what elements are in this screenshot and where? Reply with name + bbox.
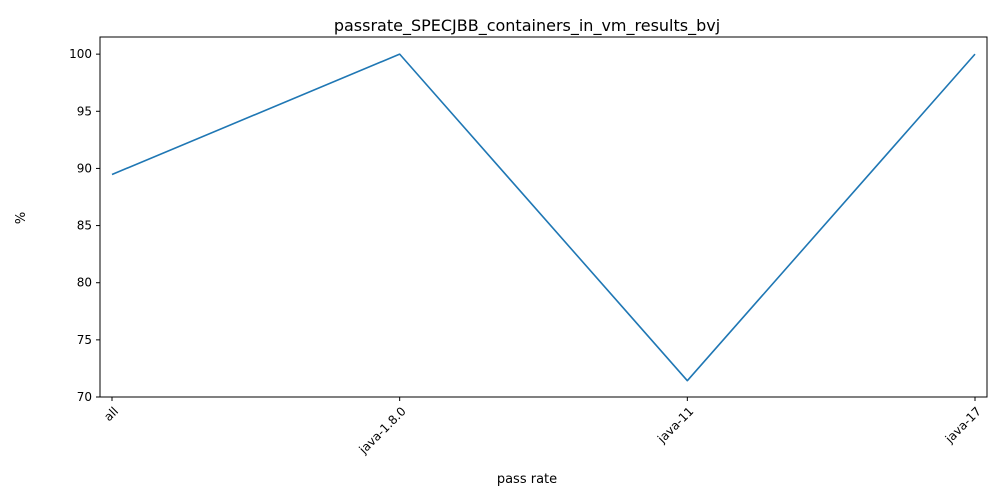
y-tick-label: 90 — [77, 161, 92, 175]
plot-frame — [99, 36, 988, 398]
x-tick-label: java-11 — [654, 404, 696, 446]
x-tick-label: java-1.8.0 — [356, 404, 409, 457]
y-tick-label: 95 — [77, 104, 92, 118]
x-tick-label: all — [101, 404, 121, 424]
y-tick-label: 85 — [77, 219, 92, 233]
x-axis: all java-1.8.0 java-11 java-17 — [101, 397, 984, 457]
y-axis: 70 75 80 85 90 95 100 — [69, 47, 100, 404]
y-tick-label: 100 — [69, 47, 92, 61]
y-tick-label: 75 — [77, 333, 92, 347]
y-tick-label: 70 — [77, 390, 92, 404]
x-tick-label: java-17 — [942, 404, 984, 446]
series-layer — [111, 53, 976, 382]
chart-title: passrate_SPECJBB_containers_in_vm_result… — [334, 16, 720, 36]
x-axis-label: pass rate — [497, 472, 557, 487]
y-axis-label: % — [14, 212, 29, 224]
plot-area — [99, 36, 988, 398]
series-line — [111, 53, 976, 382]
y-tick-label: 80 — [77, 276, 92, 290]
